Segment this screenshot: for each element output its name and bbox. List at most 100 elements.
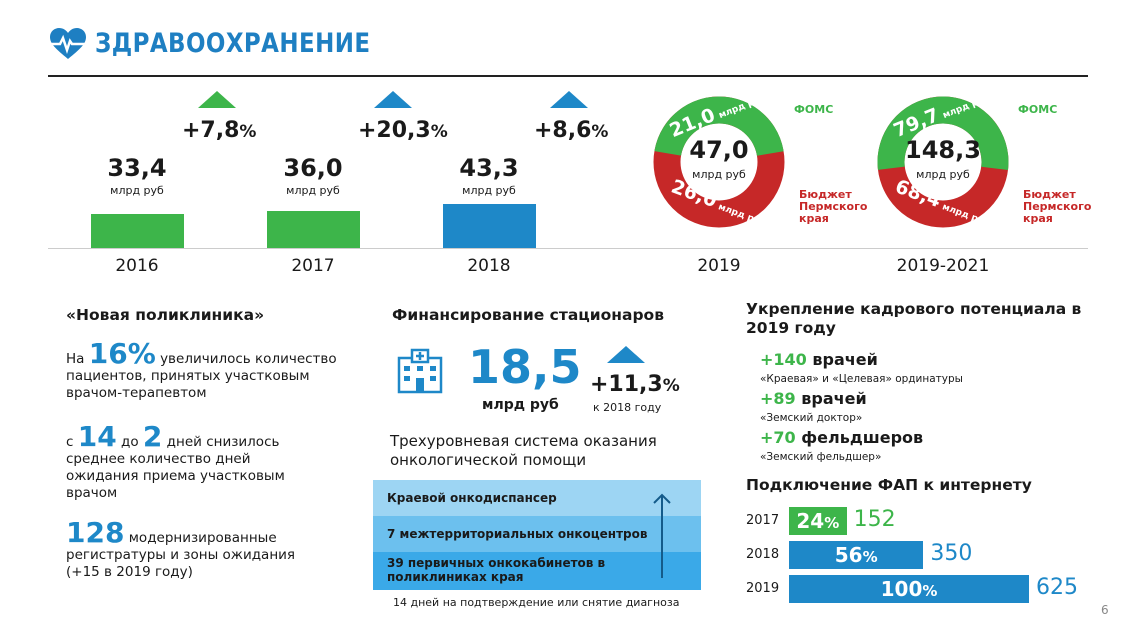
staff-number: +140 <box>760 350 807 369</box>
fap-year-label: 2017 <box>746 513 780 528</box>
polyclinic-fact-3: 128 модернизированные регистратуры и зоны… <box>66 519 326 581</box>
legend-budget: Бюджет Пермского края <box>1023 188 1092 225</box>
up-arrow-icon <box>374 91 412 108</box>
staff-item: +70 фельдшеров <box>760 428 923 447</box>
staff-role: фельдшеров <box>801 428 924 447</box>
text: пациентов, принятых участковым врачом-те… <box>66 368 310 401</box>
fap-percent: 100 <box>880 577 923 601</box>
up-arrow-icon <box>607 346 645 363</box>
text: На <box>66 351 85 367</box>
text: модернизированные <box>128 530 277 546</box>
legend-foms: ФОМС <box>1018 103 1058 116</box>
growth-label: +20,3% <box>358 118 448 143</box>
growth-value: +20,3 <box>358 118 431 143</box>
fap-percent: 56 <box>834 543 863 567</box>
header-divider <box>48 75 1088 77</box>
bar-2018 <box>443 203 536 248</box>
bar-unit-label: млрд руб <box>462 184 516 197</box>
percent-sign: % <box>862 548 878 566</box>
donut-unit: млрд руб <box>916 168 970 181</box>
legend-budget: Бюджет Пермского края <box>799 188 868 225</box>
polyclinic-fact-2: с 14 до 2 дней снизилось среднее количест… <box>66 423 326 502</box>
growth-value: +8,6 <box>534 118 592 143</box>
staff-role: врачей <box>801 389 867 408</box>
up-arrow-icon <box>198 91 236 108</box>
hospital-title: Финансирование стационаров <box>392 306 664 324</box>
highlight-number: 2 <box>142 420 163 453</box>
up-arrow-icon <box>550 91 588 108</box>
donut-2019-2021 <box>877 96 1009 228</box>
year-label: 2019 <box>697 256 741 276</box>
percent-sign: % <box>430 122 448 142</box>
oncology-level-2: 7 межтерриториальных онкоцентров <box>373 516 701 552</box>
heart-pulse-logo-icon <box>48 28 88 59</box>
oncology-note: 14 дней на подтверждение или снятие диаг… <box>393 596 680 609</box>
growth-value: +7,8 <box>182 118 240 143</box>
fap-title: Подключение ФАП к интернету <box>746 476 1032 494</box>
highlight-number: 128 <box>66 516 125 549</box>
bar-2016 <box>91 213 184 248</box>
year-label: 2019-2021 <box>896 256 990 276</box>
text: с <box>66 434 74 450</box>
growth-value: +11,3 <box>590 372 663 397</box>
staff-number: +89 <box>760 389 796 408</box>
staff-number: +70 <box>760 428 796 447</box>
staff-note: «Земский фельдшер» <box>760 451 882 463</box>
text: среднее количество дней ожидания приема … <box>66 451 285 501</box>
polyclinic-fact-1: На 16% увеличилось количество пациентов, … <box>66 340 366 402</box>
text: увеличилось количество <box>160 351 337 367</box>
slice-foms <box>653 96 785 228</box>
fap-year-label: 2019 <box>746 581 780 596</box>
staff-item: +140 врачей <box>760 350 878 369</box>
text: регистратуры и зоны ожидания (+15 в 2019… <box>66 547 296 580</box>
staff-note: «Краевая» и «Целевая» ординатуры <box>760 373 963 385</box>
fap-bar: 56% <box>789 541 924 569</box>
polyclinic-title: «Новая поликлиника» <box>66 306 265 324</box>
percent-sign: % <box>824 514 840 532</box>
percent-sign: % <box>591 122 609 142</box>
oncology-title: Трехуровневая система оказания онкологич… <box>390 432 657 469</box>
highlight-number: 16% <box>88 337 156 370</box>
highlight-number: 14 <box>77 420 117 453</box>
fap-count: 625 <box>1036 575 1078 600</box>
donut-2019 <box>653 96 785 228</box>
percent-sign: % <box>239 122 257 142</box>
bar-value-label: 36,0 <box>283 154 343 182</box>
staff-note: «Земский доктор» <box>760 412 863 424</box>
bar-value-label: 43,3 <box>459 154 519 182</box>
hospital-growth-note: к 2018 году <box>593 401 662 414</box>
bar-2017 <box>267 211 360 248</box>
fap-bar: 24% <box>789 507 847 535</box>
hospital-unit: млрд руб <box>482 397 559 413</box>
fap-year-label: 2018 <box>746 547 780 562</box>
arrow-up-icon <box>653 493 671 578</box>
donut-total: 47,0 <box>689 136 749 164</box>
text: до <box>121 434 139 450</box>
text: дней снизилось <box>166 434 280 450</box>
fap-count: 152 <box>853 507 896 532</box>
donut-total: 148,3 <box>905 136 981 164</box>
percent-sign: % <box>922 582 938 600</box>
bar-unit-label: млрд руб <box>286 184 340 197</box>
fap-bar: 100% <box>789 575 1029 603</box>
growth-label: +7,8% <box>182 118 256 143</box>
bar-value-label: 33,4 <box>107 154 167 182</box>
staff-title: Укрепление кадрового потенциала в 2019 г… <box>746 300 1082 337</box>
staff-item: +89 врачей <box>760 389 867 408</box>
oncology-level-3: 39 первичных онкокабинетов в поликлиника… <box>373 552 701 590</box>
hospital-building-icon <box>397 348 443 394</box>
fap-percent: 24 <box>796 509 825 533</box>
donut-unit: млрд руб <box>692 168 746 181</box>
page-title: ЗДРАВООХРАНЕНИЕ <box>95 28 371 59</box>
page-number: 6 <box>1101 603 1109 617</box>
year-label: 2017 <box>291 256 335 276</box>
legend-foms: ФОМС <box>794 103 834 116</box>
year-label: 2016 <box>115 256 159 276</box>
hospital-value: 18,5 <box>468 340 582 394</box>
percent-sign: % <box>662 376 680 396</box>
year-label: 2018 <box>467 256 511 276</box>
bar-unit-label: млрд руб <box>110 184 164 197</box>
fap-count: 350 <box>930 541 973 566</box>
chart-baseline <box>48 248 1088 249</box>
oncology-level-1: Краевой онкодиспансер <box>373 480 701 516</box>
